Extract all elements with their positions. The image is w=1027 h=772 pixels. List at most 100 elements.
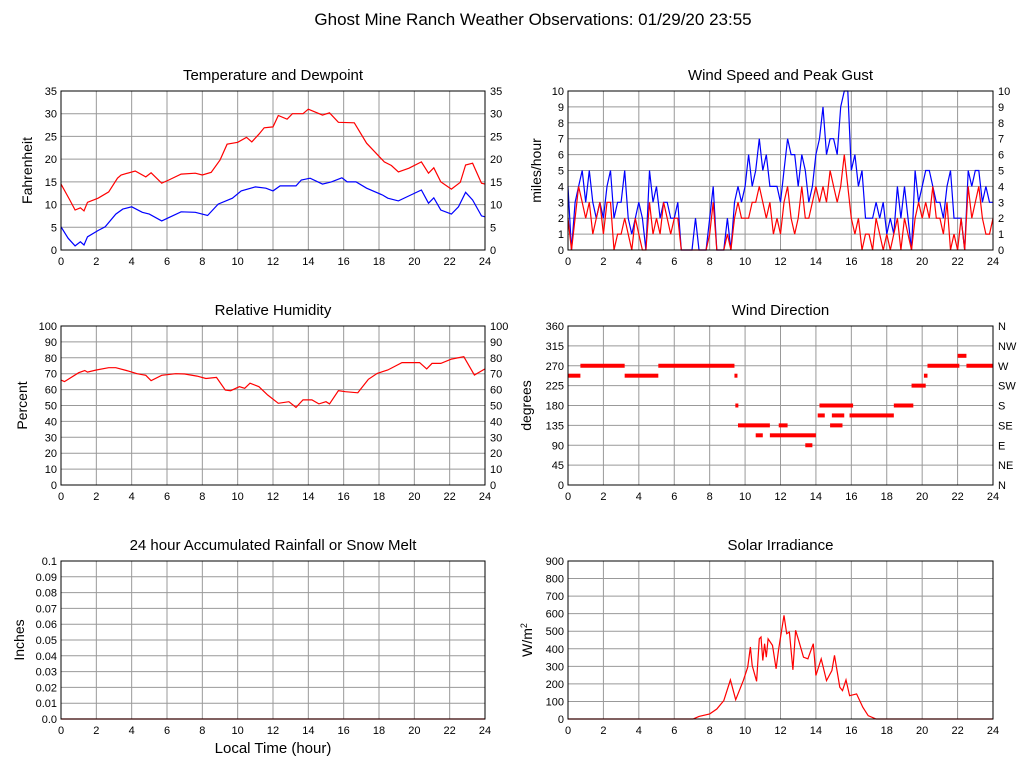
wind-direction-segment	[738, 423, 770, 428]
y-tick-label: 15	[45, 177, 57, 189]
right-y-tick-label: 6	[998, 150, 1004, 162]
y-tick-label: 25	[45, 131, 57, 143]
right-y-tick-label: S	[998, 401, 1005, 413]
x-tick-label: 24	[479, 725, 491, 737]
y-axis-label: Inches	[11, 619, 27, 660]
right-y-tick-label: 10	[490, 200, 502, 212]
y-tick-label: 0	[558, 714, 564, 726]
wind-direction-segment	[778, 423, 788, 428]
peak-gust-line	[567, 90, 993, 251]
right-y-tick-label: 20	[490, 154, 502, 166]
y-tick-label: 20	[45, 448, 57, 460]
x-tick-label: 4	[129, 725, 135, 737]
wind-direction-segment	[830, 423, 843, 428]
y-tick-label: 10	[552, 86, 564, 98]
plot-frame	[567, 560, 994, 720]
right-y-tick-label: 4	[998, 181, 1004, 193]
y-tick-label: 100	[546, 696, 564, 708]
plot-frame	[567, 90, 994, 251]
y-tick-label: 500	[546, 626, 564, 638]
y-axis-label: degrees	[518, 380, 534, 431]
y-tick-label: 0.04	[36, 651, 57, 663]
y-tick-label: 70	[45, 369, 57, 381]
x-tick-label: 6	[164, 725, 170, 737]
right-y-tick-label: 60	[490, 385, 502, 397]
right-y-tick-label: 25	[490, 131, 502, 143]
x-tick-label: 12	[774, 725, 786, 737]
right-y-tick-label: W	[998, 361, 1009, 373]
x-tick-label: 14	[810, 256, 822, 268]
x-tick-label: 16	[338, 256, 350, 268]
y-tick-label: 0.05	[36, 635, 57, 647]
right-y-tick-label: 10	[490, 464, 502, 476]
x-tick-label: 10	[232, 725, 244, 737]
x-tick-label: 10	[232, 256, 244, 268]
right-y-tick-label: E	[998, 440, 1005, 452]
y-tick-label: 315	[546, 341, 564, 353]
chart-title: Wind Direction	[732, 302, 830, 319]
x-tick-label: 18	[881, 256, 893, 268]
y-tick-label: 3	[558, 197, 564, 209]
right-y-tick-label: 5	[998, 166, 1004, 178]
x-tick-label: 20	[916, 256, 928, 268]
x-tick-label: 0	[565, 256, 571, 268]
wind-direction-segment	[893, 403, 914, 408]
right-y-tick-label: 7	[998, 134, 1004, 146]
solar-irradiance-line	[568, 615, 993, 720]
y-tick-label: 4	[558, 181, 564, 193]
right-y-tick-label: NW	[998, 341, 1017, 353]
x-tick-label: 8	[707, 725, 713, 737]
x-tick-label: 12	[267, 725, 279, 737]
right-y-tick-label: 8	[998, 118, 1004, 130]
y-tick-label: 700	[546, 591, 564, 603]
y-tick-label: 40	[45, 416, 57, 428]
y-tick-label: 300	[546, 661, 564, 673]
wind-direction-segment	[817, 413, 825, 418]
wind-direction-segment	[819, 403, 854, 408]
x-tick-label: 0	[58, 256, 64, 268]
page-title: Ghost Mine Ranch Weather Observations: 0…	[314, 10, 751, 29]
wind-speed-line	[567, 154, 994, 251]
y-tick-label: 10	[45, 464, 57, 476]
x-tick-label: 8	[199, 725, 205, 737]
x-tick-label: 24	[987, 491, 999, 503]
x-tick-label: 0	[58, 725, 64, 737]
x-tick-label: 2	[93, 725, 99, 737]
right-y-tick-label: 80	[490, 353, 502, 365]
y-tick-label: 225	[546, 381, 564, 393]
y-tick-label: 80	[45, 353, 57, 365]
right-y-tick-label: 20	[490, 448, 502, 460]
y-tick-label: 900	[546, 556, 564, 568]
y-tick-label: 0.06	[36, 619, 57, 631]
right-y-tick-label: 30	[490, 109, 502, 121]
chart-title: 24 hour Accumulated Rainfall or Snow Mel…	[130, 537, 418, 554]
x-tick-label: 4	[636, 256, 642, 268]
y-tick-label: 8	[558, 118, 564, 130]
x-tick-label: 8	[199, 491, 205, 503]
temperature-line	[60, 108, 486, 212]
right-y-tick-label: 9	[998, 102, 1004, 114]
y-tick-label: 30	[45, 109, 57, 121]
right-y-tick-label: NE	[998, 460, 1013, 472]
x-tick-label: 12	[774, 491, 786, 503]
x-tick-label: 10	[739, 256, 751, 268]
x-tick-label: 14	[302, 725, 314, 737]
right-y-tick-label: N	[998, 321, 1006, 333]
wind-direction-segment	[568, 373, 581, 378]
wind-direction-segment	[805, 443, 813, 448]
chart-title: Wind Speed and Peak Gust	[688, 67, 874, 84]
right-y-tick-label: N	[998, 480, 1006, 492]
x-tick-label: 16	[845, 491, 857, 503]
right-y-tick-label: 30	[490, 432, 502, 444]
x-tick-label: 18	[373, 491, 385, 503]
wind-direction-segment	[831, 413, 845, 418]
x-tick-label: 2	[600, 725, 606, 737]
x-tick-label: 14	[302, 256, 314, 268]
wind-direction-segment	[911, 383, 926, 388]
x-tick-label: 8	[707, 491, 713, 503]
y-tick-label: 180	[546, 401, 564, 413]
y-tick-label: 360	[546, 321, 564, 333]
